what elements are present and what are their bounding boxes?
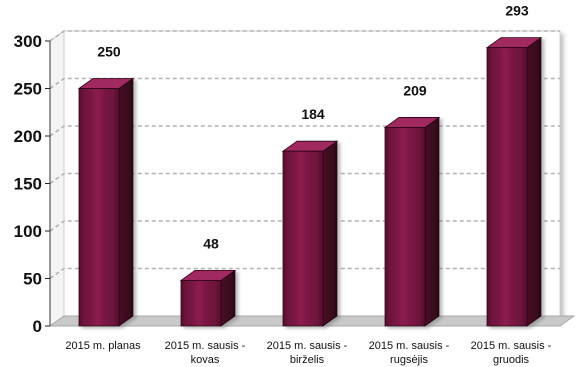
bars: [77, 36, 543, 327]
y-tick-label: 50: [23, 270, 42, 289]
bar-side: [118, 77, 134, 327]
gridline: [49, 267, 560, 280]
y-tick-label: 250: [14, 80, 42, 99]
bar-front: [180, 279, 222, 327]
gridlines: [49, 30, 560, 280]
gridline: [49, 220, 560, 232]
gridline: [49, 77, 560, 90]
x-tick-label-1: 2015 m. planas: [65, 340, 141, 352]
bar-4: [383, 116, 441, 327]
y-tick-label: 0: [33, 317, 42, 336]
bar-front: [78, 88, 120, 327]
data-label-4: 209: [403, 82, 427, 98]
y-axis: 0 50 100 150 200 250 300: [14, 32, 51, 336]
x-axis: 2015 m. planas 2015 m. sausis -kovas 2015 …: [65, 340, 551, 366]
y-tick-label: 100: [14, 222, 42, 241]
data-label-5: 293: [505, 3, 529, 19]
bar-front: [384, 127, 426, 327]
y-tick-label: 200: [14, 127, 42, 146]
x-tick-label-2: 2015 m. sausis -kovas: [165, 340, 246, 366]
y-tick-label: 150: [14, 175, 42, 194]
bar-front: [486, 47, 528, 327]
bar-side: [424, 116, 440, 327]
y-tick-label: 300: [14, 32, 42, 51]
bar-2: [179, 269, 237, 327]
data-labels: 250 48 184 209 293: [97, 3, 529, 252]
bar-3: [281, 140, 339, 327]
data-label-1: 250: [97, 44, 121, 60]
bar-side: [526, 36, 542, 327]
x-tick-label-3: 2015 m. sausis -birželis: [267, 340, 348, 366]
bar-front: [282, 150, 324, 327]
data-label-2: 48: [203, 235, 219, 251]
data-label-3: 184: [301, 106, 325, 122]
x-tick-label-4: 2015 m. sausis -rugsėjis: [369, 340, 450, 366]
bar-1: [77, 77, 135, 327]
gridline: [49, 30, 560, 42]
x-tick-label-5: 2015 m. sausis -gruodis: [471, 340, 552, 366]
bar-5: [485, 36, 543, 327]
gridline: [49, 172, 560, 185]
bar-side: [322, 140, 338, 327]
gridline: [49, 125, 560, 137]
